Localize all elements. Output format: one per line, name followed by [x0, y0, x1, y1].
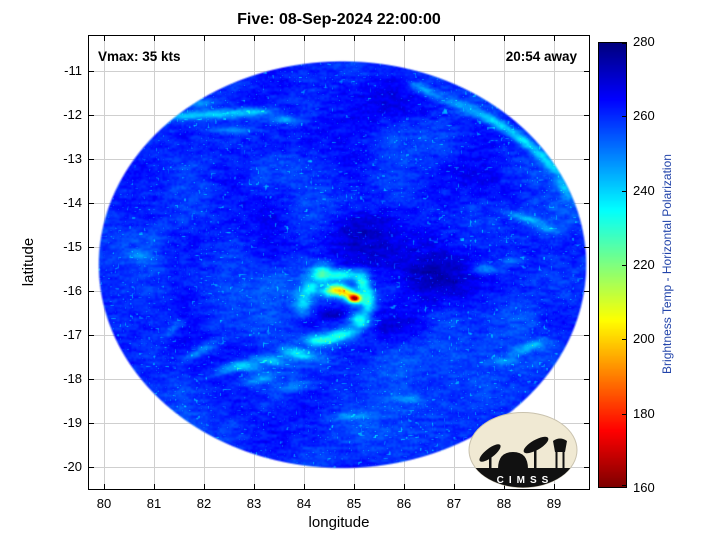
y-tick-mark [89, 115, 94, 117]
x-tick-mark [204, 36, 205, 41]
x-tick-mark [504, 36, 505, 41]
colorbar [598, 42, 627, 488]
y-tick-mark [89, 423, 94, 425]
plot-title: Five: 08-Sep-2024 22:00:00 [237, 11, 441, 28]
brightness-temp-heatmap [89, 36, 589, 489]
y-tick-label: -20 [63, 459, 82, 474]
x-tick-mark [454, 484, 455, 489]
y-tick-mark [89, 335, 94, 337]
colorbar-tick-mark [622, 116, 626, 118]
y-tick-label: -18 [63, 371, 82, 387]
colorbar-tick-label: 280 [633, 34, 655, 49]
colorbar-tick-label: 160 [633, 480, 655, 495]
x-tick-mark [254, 36, 255, 41]
x-tick-label: 89 [546, 496, 562, 511]
x-tick-mark [404, 484, 405, 489]
cimss-logo-text: CIMSS [497, 475, 554, 486]
x-tick-mark [104, 36, 105, 41]
x-tick-label: 86 [396, 496, 412, 511]
x-tick-label: 87 [446, 496, 462, 511]
y-tick-mark [89, 467, 94, 468]
y-tick-mark [584, 159, 589, 161]
x-tick-label: 82 [196, 496, 212, 511]
y-tick-mark [584, 291, 589, 293]
y-tick-mark [584, 379, 589, 381]
x-tick-label: 84 [296, 496, 312, 511]
x-tick-mark [254, 484, 255, 489]
x-tick-mark [554, 484, 555, 489]
colorbar-tick-mark [622, 43, 626, 44]
x-tick-mark [304, 36, 305, 41]
y-tick-mark [584, 335, 589, 337]
colorbar-tick-label: 180 [633, 405, 655, 421]
colorbar-tick-mark [622, 485, 626, 486]
x-tick-mark [354, 36, 355, 41]
x-tick-mark [354, 484, 355, 489]
satellite-dish-left-icon [479, 444, 501, 469]
colorbar-tick-mark [622, 413, 626, 415]
y-tick-mark [584, 203, 589, 205]
cimss-logo: CIMSS [468, 412, 578, 488]
y-tick-mark [584, 467, 589, 468]
colorbar-tick-mark [622, 265, 626, 266]
y-tick-label: -14 [63, 195, 82, 211]
y-tick-label: -17 [63, 327, 82, 343]
plot-area: Vmax: 35 kts 20:54 away [88, 35, 590, 490]
x-tick-mark [554, 36, 555, 41]
x-axis-label: longitude [308, 514, 370, 531]
x-tick-mark [154, 484, 155, 489]
water-tower-icon [553, 438, 567, 469]
colorbar-tick-label: 200 [633, 331, 655, 347]
x-tick-mark [404, 36, 405, 41]
vmax-annotation: Vmax: 35 kts [98, 49, 181, 64]
y-tick-label: -19 [63, 415, 82, 431]
x-tick-label: 85 [346, 496, 362, 511]
y-tick-mark [584, 247, 589, 249]
x-tick-mark [104, 484, 105, 489]
x-tick-mark [504, 484, 505, 489]
observatory-dome-icon [498, 452, 528, 469]
x-tick-label: 83 [246, 496, 262, 511]
satellite-dish-right-icon [523, 436, 549, 469]
eta-annotation: 20:54 away [505, 49, 577, 64]
y-tick-label: -15 [63, 239, 82, 255]
y-tick-mark [89, 71, 94, 73]
tick-marks-layer [89, 36, 589, 489]
y-tick-label: -16 [63, 283, 82, 299]
colorbar-tick-mark [622, 190, 626, 192]
y-tick-label: -13 [63, 151, 82, 167]
y-tick-mark [89, 247, 94, 249]
x-tick-mark [304, 484, 305, 489]
colorbar-tick-mark [622, 339, 626, 341]
cimss-logo-graphic: CIMSS [468, 412, 578, 488]
colorbar-tick-label: 220 [633, 257, 655, 272]
x-tick-label: 80 [96, 496, 112, 511]
y-tick-mark [89, 203, 94, 205]
colorbar-tick-label: 260 [633, 108, 655, 124]
y-tick-mark [89, 291, 94, 293]
x-tick-label: 88 [496, 496, 512, 511]
y-tick-mark [584, 423, 589, 425]
y-tick-mark [89, 379, 94, 381]
colorbar-gradient [599, 43, 626, 487]
y-tick-mark [584, 115, 589, 117]
x-tick-label: 81 [146, 496, 162, 511]
y-tick-mark [584, 71, 589, 73]
y-tick-label: -11 [64, 63, 82, 79]
colorbar-tick-label: 240 [633, 182, 655, 198]
x-tick-mark [204, 484, 205, 489]
x-tick-mark [454, 36, 455, 41]
y-tick-label: -12 [63, 107, 82, 123]
y-tick-mark [89, 159, 94, 161]
x-tick-mark [154, 36, 155, 41]
